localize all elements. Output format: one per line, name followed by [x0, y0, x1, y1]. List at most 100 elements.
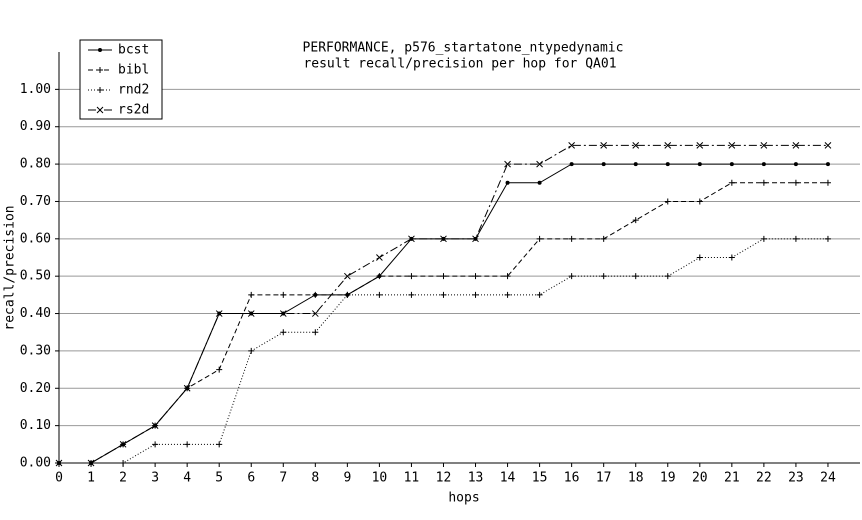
marker [280, 329, 287, 336]
y-tick-label: 1.00 [20, 82, 51, 97]
marker [96, 106, 104, 114]
marker [600, 142, 608, 149]
marker [247, 310, 255, 317]
x-tick-label: 15 [532, 471, 548, 486]
marker [472, 291, 479, 298]
x-tick-label: 14 [500, 471, 516, 486]
y-tick-label: 0.10 [20, 418, 51, 433]
marker [440, 235, 447, 243]
x-tick-label: 2 [119, 471, 127, 486]
x-tick-label: 23 [788, 471, 804, 486]
x-tick-label: 22 [756, 471, 772, 486]
marker [504, 160, 511, 168]
marker [664, 273, 671, 280]
marker [120, 460, 127, 466]
marker [376, 291, 383, 298]
chart-title: PERFORMANCE, p576_startatone_ntypedynami… [303, 41, 624, 56]
x-tick-label: 17 [596, 471, 612, 486]
x-tick-label: 12 [436, 471, 452, 486]
marker [728, 142, 736, 149]
x-tick-label: 6 [247, 471, 255, 486]
x-tick-label: 19 [660, 471, 676, 486]
marker [760, 142, 768, 149]
marker [760, 179, 767, 186]
legend-label: bcst [118, 43, 149, 58]
marker [792, 142, 800, 149]
marker [760, 235, 767, 242]
y-tick-label: 0.50 [20, 269, 51, 284]
marker [632, 217, 639, 224]
y-axis-label: recall/precision [3, 205, 18, 330]
marker [97, 87, 103, 93]
marker [344, 291, 351, 298]
marker [408, 235, 415, 243]
y-tick-label: 0.00 [20, 456, 51, 471]
marker [537, 180, 542, 185]
x-tick-label: 10 [372, 471, 388, 486]
x-tick-label: 13 [468, 471, 484, 486]
y-tick-label: 0.70 [20, 194, 51, 209]
y-tick-label: 0.60 [20, 231, 51, 246]
marker [729, 162, 734, 167]
x-tick-label: 24 [820, 471, 836, 486]
marker [761, 162, 766, 167]
marker [440, 273, 447, 280]
legend: bcst bibl rnd2 rs2d [79, 39, 163, 120]
x-tick-label: 18 [628, 471, 644, 486]
marker [568, 235, 575, 242]
marker [344, 272, 351, 280]
legend-label: rnd2 [118, 83, 149, 98]
marker [55, 459, 63, 467]
x-tick-label: 9 [343, 471, 351, 486]
x-tick-label: 8 [311, 471, 319, 486]
x-tick-label: 20 [692, 471, 708, 486]
x-tick-label: 7 [279, 471, 287, 486]
marker [824, 235, 831, 242]
marker [98, 48, 102, 52]
marker [408, 291, 415, 298]
legend-label: rs2d [118, 103, 149, 118]
x-tick-label: 3 [151, 471, 159, 486]
y-tick-label: 0.20 [20, 381, 51, 396]
marker [505, 180, 510, 185]
marker [536, 235, 543, 242]
x-tick-label: 0 [55, 471, 63, 486]
marker [152, 441, 159, 448]
marker [601, 162, 606, 167]
marker [504, 291, 511, 298]
y-tick-label: 0.80 [20, 157, 51, 172]
x-tick-label: 16 [564, 471, 580, 486]
marker [664, 142, 672, 149]
marker [472, 235, 479, 243]
marker [697, 162, 702, 167]
legend-box [79, 39, 163, 120]
x-tick-label: 11 [404, 471, 420, 486]
x-tick-label: 21 [724, 471, 740, 486]
marker [536, 160, 543, 168]
marker [183, 384, 191, 392]
marker [824, 179, 831, 186]
marker [569, 162, 574, 167]
marker [311, 310, 319, 317]
marker [376, 254, 383, 261]
marker [728, 254, 735, 261]
marker [184, 441, 191, 448]
marker [664, 198, 671, 205]
marker [600, 235, 607, 242]
marker [248, 347, 255, 354]
chart-subtitle: result recall/precision per hop for QA01 [303, 57, 616, 72]
marker [376, 273, 383, 280]
y-tick-label: 0.30 [20, 343, 51, 358]
marker [665, 162, 670, 167]
marker [408, 273, 415, 280]
marker [312, 329, 319, 336]
marker [633, 162, 638, 167]
y-tick-label: 0.40 [20, 306, 51, 321]
marker [728, 179, 735, 186]
marker [504, 273, 511, 280]
marker [568, 142, 575, 149]
marker [824, 142, 832, 149]
x-axis-label: hops [448, 491, 479, 506]
marker [696, 142, 704, 149]
